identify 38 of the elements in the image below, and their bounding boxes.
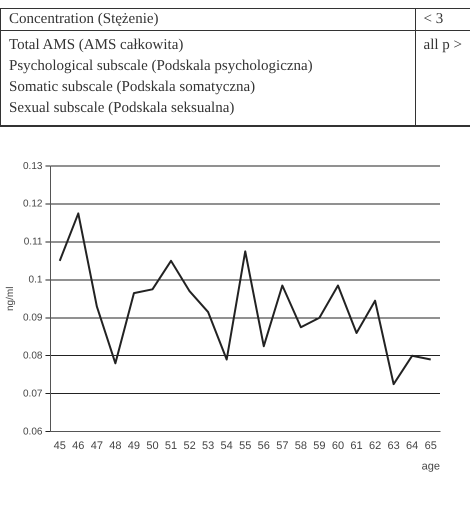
text: Psychological subscale (Podskala psychologiczna) — [0, 56, 416, 77]
x-tick-label: 49 — [128, 440, 140, 452]
x-tick-label: 54 — [220, 440, 233, 452]
x-axis-title: age — [422, 460, 440, 472]
x-tick-label: 58 — [294, 440, 308, 452]
y-tick-label: 0.12 — [22, 198, 43, 210]
text: Total AMS (AMS całkowita) — [0, 30, 416, 56]
text: Somatic subscale (Podskala somatyczna) — [0, 77, 416, 98]
x-tick-label: 65 — [424, 440, 437, 452]
x-tick-label: 51 — [164, 440, 178, 452]
x-tick-label: 64 — [406, 440, 418, 452]
text: Sexual subscale (Podskala seksualna) — [0, 98, 416, 126]
x-tick-label: 50 — [146, 440, 159, 452]
y-axis-title: ng/ml — [4, 286, 16, 312]
x-tick-label: 61 — [350, 440, 363, 452]
x-tick-label: 53 — [202, 440, 214, 452]
x-tick-label: 56 — [258, 440, 270, 452]
x-tick-label: 47 — [90, 440, 103, 452]
y-tick-label: 0.09 — [22, 312, 43, 324]
x-tick-label: 45 — [54, 440, 66, 452]
x-tick-label: 52 — [183, 440, 196, 452]
y-tick-label: 0.1 — [28, 274, 43, 286]
text: Concentration (Stężenie) — [0, 8, 416, 30]
x-tick-label: 48 — [109, 440, 122, 452]
text: < 3 — [415, 8, 470, 30]
y-tick-label: 0.06 — [22, 426, 43, 438]
x-tick-label: 62 — [368, 440, 382, 452]
x-tick-label: 55 — [239, 440, 252, 452]
y-tick-label: 0.11 — [24, 236, 43, 248]
x-tick-label: 60 — [332, 440, 344, 452]
x-tick-label: 46 — [72, 440, 84, 452]
y-tick-label: 0.08 — [22, 350, 43, 362]
text: all p > — [415, 30, 470, 56]
x-tick-label: 59 — [313, 440, 326, 452]
x-tick-label: 63 — [388, 440, 400, 452]
x-tick-label: 57 — [276, 440, 288, 452]
y-tick-label: 0.07 — [22, 388, 43, 400]
y-tick-label: 0.13 — [22, 160, 43, 172]
